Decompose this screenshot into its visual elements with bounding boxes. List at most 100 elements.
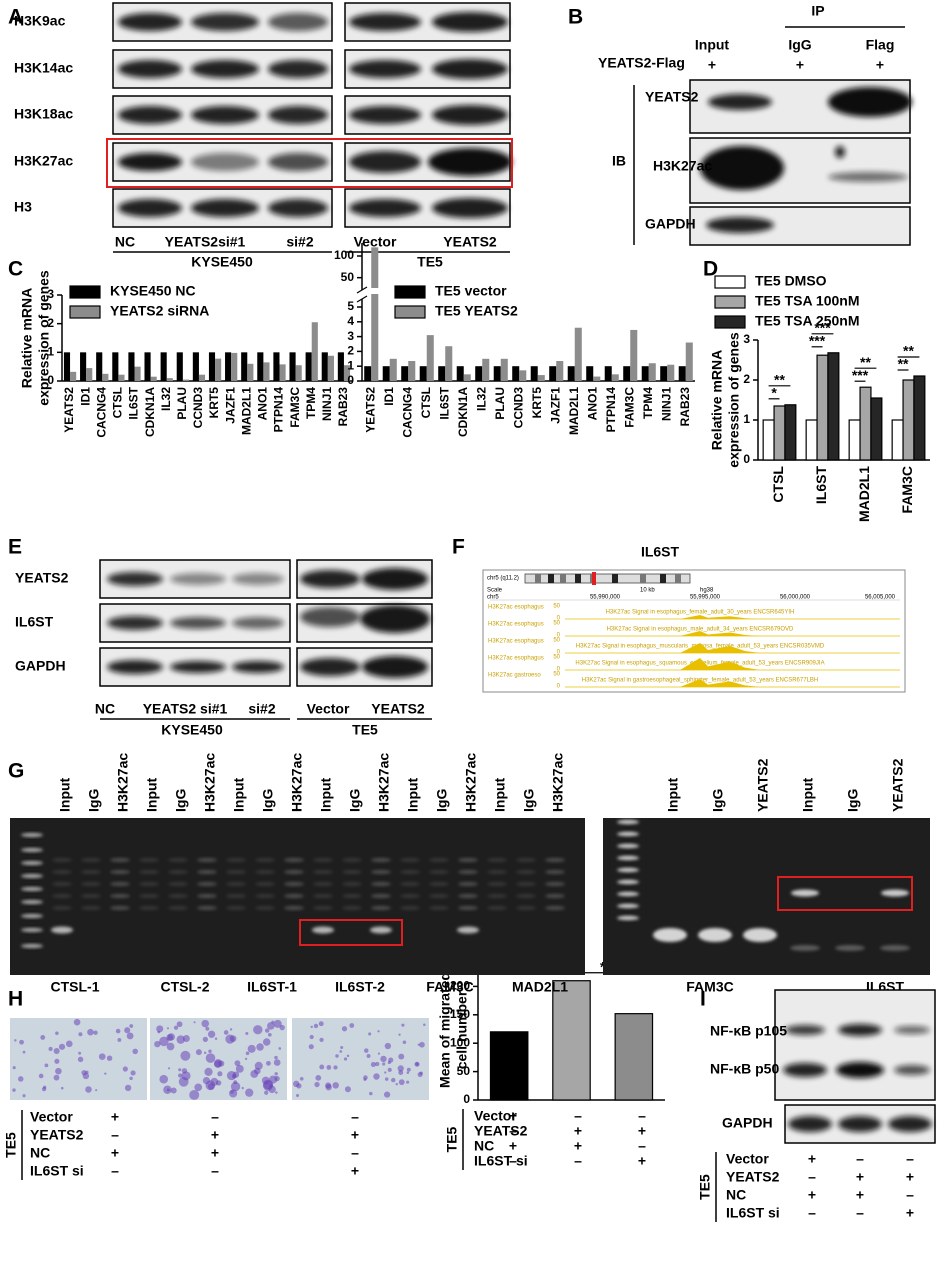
row-label: H3K18ac bbox=[14, 106, 73, 122]
gel-band bbox=[400, 870, 420, 874]
legend-swatch bbox=[69, 285, 101, 299]
label: NC bbox=[726, 1187, 746, 1203]
cell bbox=[205, 1026, 210, 1031]
axis-break bbox=[356, 286, 368, 294]
cell bbox=[267, 1032, 272, 1037]
bar bbox=[556, 361, 564, 381]
label: + bbox=[906, 1205, 914, 1221]
cell bbox=[274, 1072, 278, 1076]
bar bbox=[870, 397, 883, 461]
gel-band bbox=[545, 894, 565, 898]
x-tick-label: CTSL bbox=[770, 466, 786, 503]
band bbox=[232, 617, 284, 629]
x-tick-label: PTPN14 bbox=[272, 387, 286, 433]
x-tick-label: ANO1 bbox=[585, 387, 599, 421]
ideogram-band bbox=[612, 574, 618, 583]
cell bbox=[210, 1077, 219, 1086]
gel-band bbox=[429, 858, 449, 862]
label: – bbox=[211, 1109, 219, 1125]
gel-band bbox=[458, 870, 478, 874]
gel-band bbox=[545, 906, 565, 910]
gel-band bbox=[284, 870, 304, 874]
label: CTSL-2 bbox=[161, 979, 210, 995]
label: Input bbox=[405, 777, 421, 812]
cell bbox=[241, 1086, 244, 1090]
label: Input bbox=[57, 777, 73, 812]
cell bbox=[18, 1076, 24, 1082]
gel-band bbox=[81, 882, 101, 886]
gel-band bbox=[110, 858, 130, 862]
bar bbox=[593, 376, 601, 381]
cell bbox=[364, 1048, 369, 1053]
gel-band bbox=[458, 906, 478, 910]
label: IgG bbox=[434, 789, 450, 812]
gel-band bbox=[197, 870, 217, 874]
cell bbox=[398, 1079, 405, 1086]
bar-break bbox=[370, 288, 380, 294]
bar bbox=[827, 352, 840, 461]
label: + bbox=[796, 57, 804, 73]
highlight-box bbox=[777, 876, 913, 911]
cell bbox=[278, 1047, 282, 1050]
label: H3K27ac Signal in esophagus_female_adult… bbox=[606, 610, 795, 616]
band bbox=[191, 199, 259, 217]
cell bbox=[82, 1072, 90, 1080]
label: TE5 bbox=[3, 1132, 19, 1158]
cell bbox=[308, 1044, 314, 1050]
bar bbox=[530, 366, 538, 381]
cell bbox=[319, 1064, 325, 1070]
x-tick-label: RAB23 bbox=[678, 387, 692, 427]
gel-band bbox=[487, 870, 507, 874]
gel-band bbox=[458, 882, 478, 886]
ideogram-band bbox=[640, 574, 646, 583]
gel-band bbox=[487, 882, 507, 886]
x-tick-label: PLAU bbox=[493, 387, 507, 420]
legend-label: KYSE450 NC bbox=[110, 283, 196, 299]
band bbox=[268, 13, 328, 31]
gel-band bbox=[313, 870, 333, 874]
gel-band bbox=[835, 945, 865, 951]
label: TE5 bbox=[352, 722, 378, 738]
label: – bbox=[509, 1123, 517, 1139]
label: + bbox=[876, 57, 884, 73]
cell bbox=[104, 1072, 107, 1075]
label: H3K27ac gastroeso bbox=[488, 673, 541, 679]
highlight-box bbox=[299, 919, 403, 946]
y-tick-label: 3 bbox=[347, 329, 354, 343]
gel-band bbox=[371, 906, 391, 910]
bar bbox=[231, 352, 238, 381]
label: H3K27ac bbox=[463, 753, 479, 812]
cell bbox=[391, 1077, 396, 1083]
cell bbox=[395, 1082, 398, 1086]
label: – bbox=[638, 1108, 646, 1124]
cell bbox=[166, 1042, 175, 1051]
gel-band bbox=[226, 870, 246, 874]
label: – bbox=[351, 1145, 359, 1161]
bar bbox=[198, 374, 206, 381]
significance: ** bbox=[774, 372, 785, 388]
cell bbox=[60, 1086, 64, 1090]
bar bbox=[63, 352, 71, 381]
label: NF-κB p105 bbox=[710, 1023, 787, 1039]
cell bbox=[124, 1084, 132, 1092]
gel-band bbox=[255, 858, 275, 862]
cell bbox=[373, 1073, 380, 1080]
bar bbox=[295, 365, 302, 381]
bar bbox=[160, 352, 167, 381]
gel-band bbox=[52, 858, 72, 862]
label: TE5 bbox=[417, 254, 443, 270]
bar bbox=[401, 366, 409, 381]
label: GAPDH bbox=[15, 658, 66, 674]
gel-band bbox=[400, 858, 420, 862]
label: YEATS2 si#1 bbox=[143, 701, 228, 717]
bar bbox=[500, 358, 508, 381]
cell bbox=[44, 1063, 49, 1068]
band bbox=[191, 153, 259, 171]
cell bbox=[398, 1070, 404, 1076]
label: 55,995,000 bbox=[690, 595, 721, 601]
bar bbox=[279, 364, 286, 381]
cell bbox=[78, 1051, 82, 1055]
legend-label: TE5 DMSO bbox=[755, 273, 827, 289]
cell bbox=[124, 1027, 131, 1034]
y-label: expression of genes bbox=[726, 332, 742, 468]
